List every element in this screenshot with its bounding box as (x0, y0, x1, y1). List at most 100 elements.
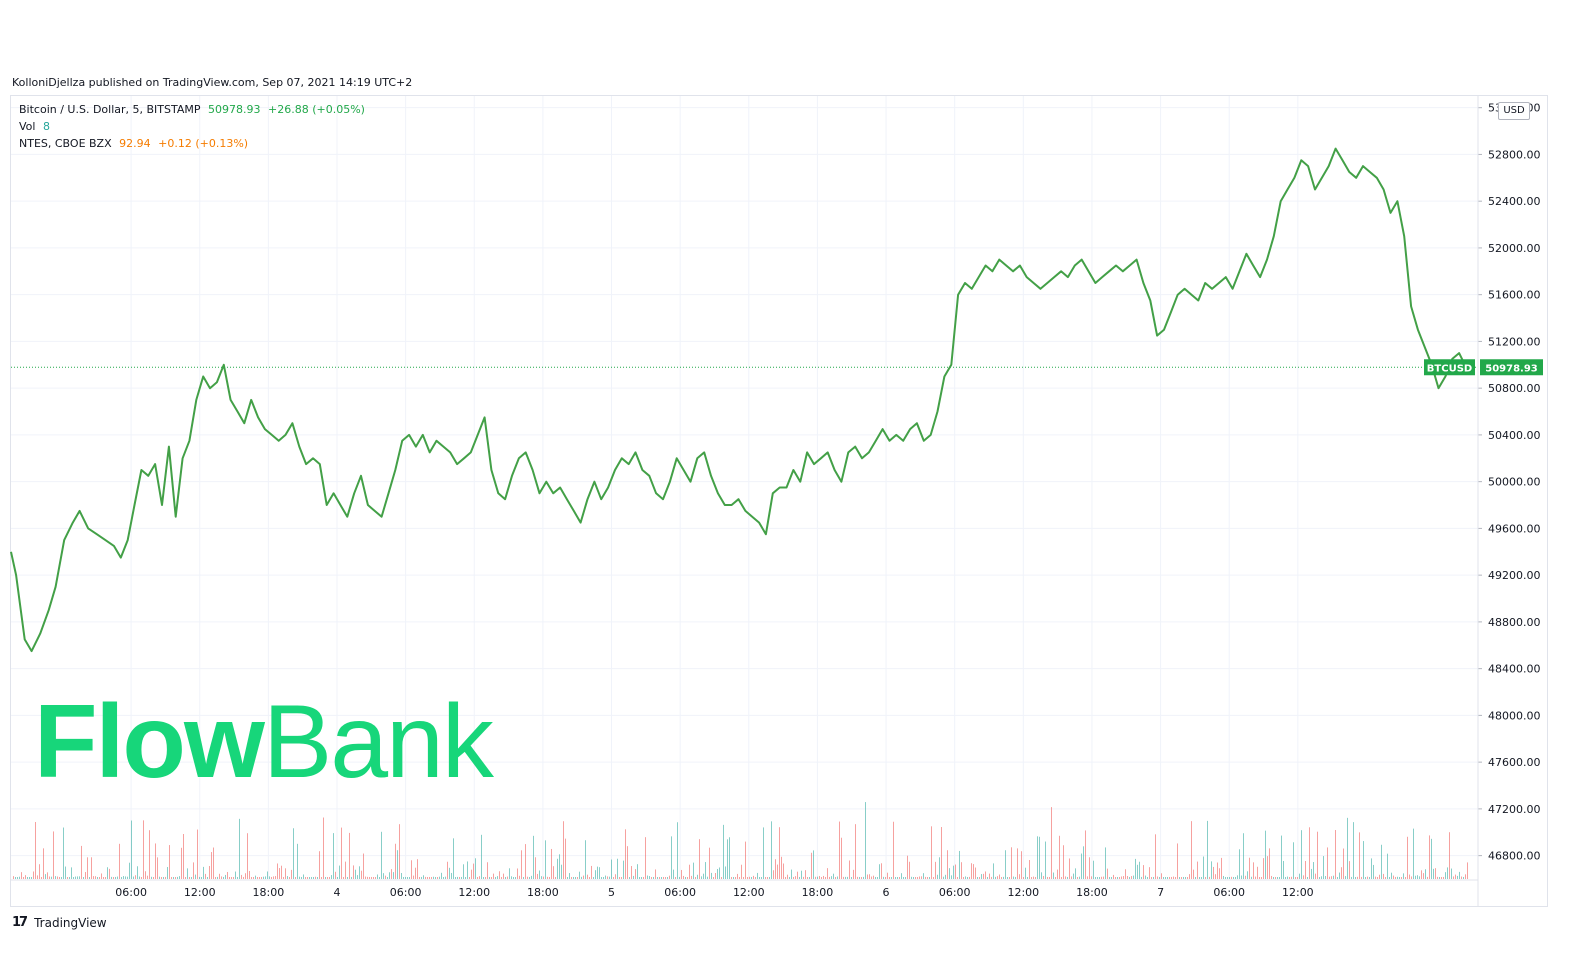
volume-bar (625, 829, 626, 879)
volume-bar (1295, 877, 1296, 879)
volume-bar (1109, 876, 1110, 879)
volume-bar (219, 873, 220, 879)
volume-bar (1287, 876, 1288, 879)
volume-bar (1169, 876, 1170, 879)
volume-bar (1177, 843, 1178, 879)
volume-bar (409, 876, 410, 879)
y-tick-label-12: 48400.00 (1488, 663, 1541, 676)
volume-bar (687, 876, 688, 879)
volume-bar (955, 864, 956, 879)
volume-bar (1251, 876, 1252, 879)
volume-bar (545, 840, 546, 879)
volume-bar (1209, 876, 1210, 879)
volume-bar (881, 863, 882, 879)
volume-bar (173, 876, 174, 879)
volume-bar (1131, 876, 1132, 879)
volume-bar (339, 865, 340, 879)
volume-bar (845, 876, 846, 879)
volume-bar (473, 863, 474, 879)
x-tick-label-11: 6 (883, 886, 890, 899)
volume-bar (579, 871, 580, 879)
volume-bar (1427, 876, 1428, 879)
volume-bar (1087, 876, 1088, 879)
volume-bar (1239, 849, 1240, 879)
volume-bar (743, 876, 744, 879)
volume-bar (607, 876, 608, 879)
volume-bar (101, 873, 102, 879)
y-tick-label-10: 49200.00 (1488, 569, 1541, 582)
volume-bar (1073, 873, 1074, 879)
volume-bar (251, 876, 252, 879)
volume-bar (893, 821, 894, 879)
volume-bar (981, 874, 982, 879)
volume-bar (933, 877, 934, 879)
volume-bar (1285, 876, 1286, 879)
volume-bar (727, 839, 728, 879)
volume-bar (693, 862, 694, 879)
volume-bar (465, 876, 466, 879)
volume-bar (45, 874, 46, 879)
volume-bar (583, 875, 584, 879)
volume-bar (505, 876, 506, 879)
volume-bar (417, 859, 418, 879)
volume-bar (1135, 858, 1136, 879)
y-tick-label-3: 52000.00 (1488, 242, 1541, 255)
volume-bar (991, 876, 992, 879)
volume-bar (809, 877, 810, 879)
volume-bar (1411, 876, 1412, 879)
volume-bar (281, 865, 282, 879)
volume-bar (721, 876, 722, 879)
volume-bar (591, 865, 592, 879)
volume-bar (735, 876, 736, 879)
volume-bar (165, 876, 166, 879)
volume-bar (499, 871, 500, 879)
volume-bar (461, 876, 462, 879)
legend-main-change: +26.88 (+0.05%) (268, 103, 365, 116)
volume-bar (1157, 876, 1158, 879)
volume-bar (1413, 828, 1414, 879)
volume-bar (453, 838, 454, 879)
volume-bar (883, 876, 884, 879)
volume-bar (1149, 867, 1150, 879)
volume-bar (1173, 876, 1174, 879)
volume-bar (999, 874, 1000, 879)
volume-bar (911, 876, 912, 879)
volume-bar (1041, 872, 1042, 879)
volume-bar (223, 876, 224, 879)
volume-bar (1267, 856, 1268, 879)
volume-bar (349, 832, 350, 879)
volume-bar (1221, 857, 1222, 879)
volume-bar (377, 874, 378, 879)
y-tick-label-5: 51200.00 (1488, 335, 1541, 348)
volume-bar (839, 821, 840, 879)
volume-bar (129, 862, 130, 879)
legend-main-name: Bitcoin / U.S. Dollar, 5, BITSTAMP (19, 103, 201, 116)
currency-badge[interactable]: USD (1498, 102, 1530, 120)
volume-bar (1197, 861, 1198, 879)
volume-bar (119, 843, 120, 879)
volume-bar (1261, 877, 1262, 879)
volume-bar (1337, 876, 1338, 879)
volume-bar (1303, 875, 1304, 879)
volume-bar (441, 872, 442, 879)
volume-bar (511, 876, 512, 879)
footer[interactable]: 17 TradingView (12, 915, 107, 930)
volume-bar (231, 877, 232, 879)
volume-bar (411, 860, 412, 879)
volume-bar (311, 876, 312, 879)
volume-bar (63, 827, 64, 879)
volume-bar (639, 876, 640, 879)
x-tick-label-7: 5 (608, 886, 615, 899)
volume-bar (429, 876, 430, 879)
volume-bar (835, 876, 836, 879)
volume-bar (527, 876, 528, 879)
volume-bar (597, 866, 598, 879)
volume-bar (1075, 868, 1076, 879)
volume-bar (637, 864, 638, 879)
volume-bar (483, 877, 484, 879)
volume-bar (1301, 830, 1302, 879)
volume-bar (1401, 876, 1402, 879)
volume-bar (145, 871, 146, 879)
legend-vol-name: Vol (19, 120, 36, 133)
